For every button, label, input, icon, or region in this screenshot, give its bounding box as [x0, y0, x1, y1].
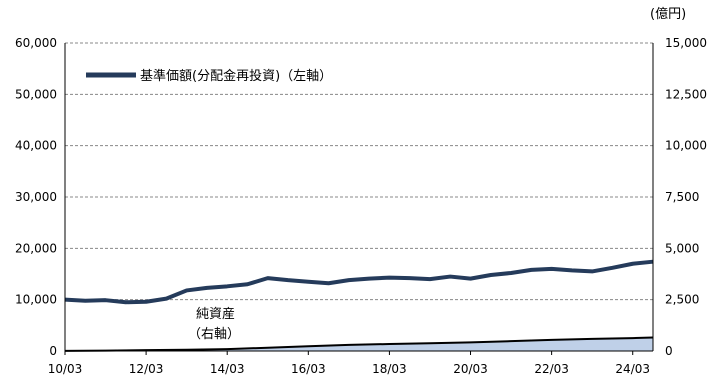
gridlines: [65, 42, 653, 301]
x-tick-label: 12/03: [129, 362, 164, 376]
legend: 基準価額(分配金再投資)（左軸）: [86, 68, 332, 84]
axes: [64, 43, 654, 352]
x-tick-label: 24/03: [615, 362, 650, 376]
annotation-line1: 純資産: [196, 306, 235, 322]
left-axis-ticks: 0 10,000 20,000 30,000 40,000 50,000 60,000: [15, 36, 57, 358]
left-tick-label: 40,000: [15, 139, 57, 153]
left-tick-label: 0: [49, 344, 57, 358]
left-tick-label: 60,000: [15, 36, 57, 50]
left-tick-label: 50,000: [15, 87, 57, 101]
legend-label: 基準価額(分配金再投資)（左軸）: [140, 68, 332, 84]
x-axis-ticks: 10/03 12/03 14/03 16/03 18/03 20/03 22/03 24/03: [48, 351, 650, 376]
x-tick-label: 22/03: [534, 362, 569, 376]
net-assets-area-edge: [64, 336, 654, 352]
right-tick-label: 0: [665, 344, 673, 358]
net-assets-area: [64, 336, 654, 352]
right-axis-unit: (億円): [650, 6, 686, 22]
left-tick-label: 30,000: [15, 190, 57, 204]
nav-line: [64, 259, 654, 305]
x-tick-label: 10/03: [48, 362, 83, 376]
annotation-line2: （右軸）: [188, 327, 240, 342]
left-tick-label: 10,000: [15, 293, 57, 307]
x-tick-label: 20/03: [453, 362, 488, 376]
x-tick-label: 14/03: [210, 362, 245, 376]
x-tick-label: 18/03: [372, 362, 407, 376]
right-axis-ticks: 0 2,500 5,000 7,500 10,000 12,500 15,000: [665, 36, 707, 358]
left-tick-label: 20,000: [15, 241, 57, 255]
net-assets-area-fill: [65, 337, 653, 351]
right-tick-label: 15,000: [665, 36, 707, 50]
right-tick-label: 5,000: [665, 241, 699, 255]
right-tick-label: 2,500: [665, 293, 699, 307]
right-tick-label: 12,500: [665, 87, 707, 101]
x-tick-label: 16/03: [291, 362, 326, 376]
right-tick-label: 7,500: [665, 190, 699, 204]
right-tick-label: 10,000: [665, 139, 707, 153]
nav-line-path: [64, 259, 654, 305]
